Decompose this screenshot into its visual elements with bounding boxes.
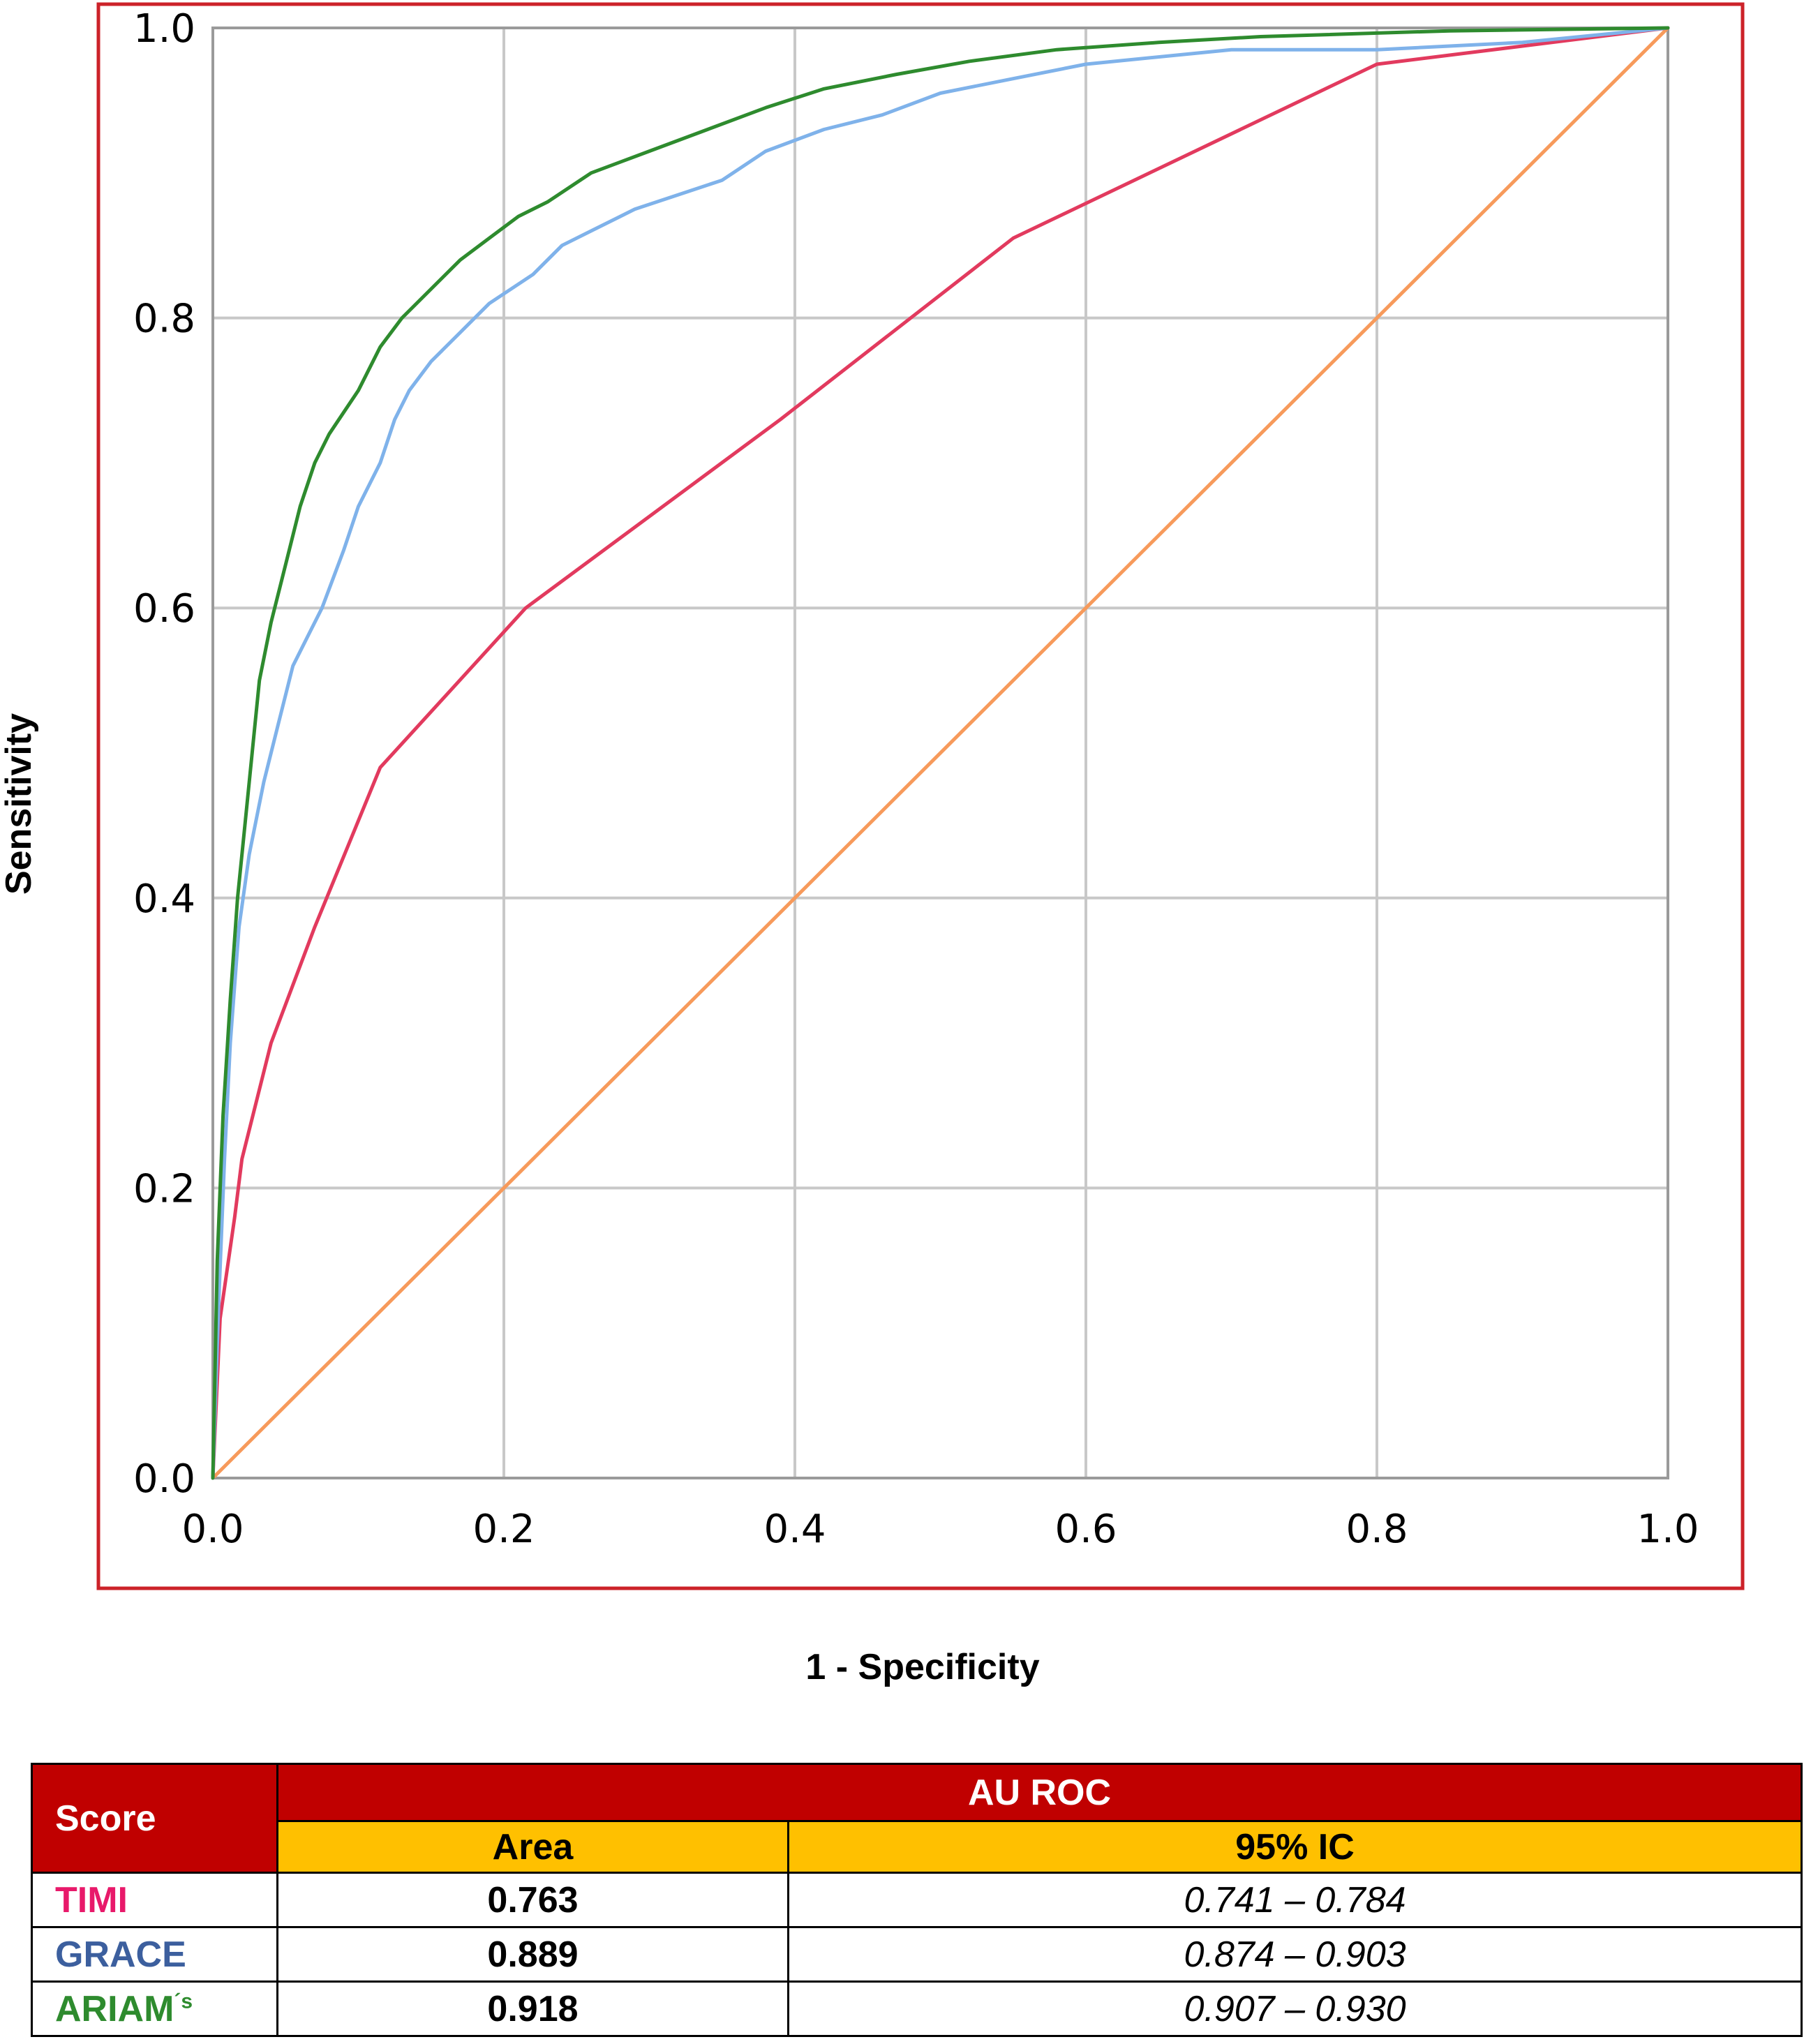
table-subheader-row: Area 95% IC: [32, 1820, 1803, 1874]
score-label: TIMI: [55, 1879, 128, 1920]
y-tick-label: 0.2: [133, 1166, 195, 1211]
ci-value: 0.874 – 0.903: [787, 1926, 1803, 1983]
y-tick-label: 0.4: [133, 876, 195, 922]
x-tick-label: 0.4: [763, 1507, 826, 1552]
series: [211, 26, 1670, 1480]
x-tick-label: 0.0: [181, 1507, 244, 1552]
header-score: Score: [31, 1763, 278, 1874]
series-line-ariam: [211, 26, 1670, 1480]
y-axis-ticks: 0.0 0.2 0.4 0.6 0.8 1.0: [133, 6, 195, 1502]
plot-area-border: [211, 27, 1669, 1479]
series-line-timi: [211, 26, 1670, 1480]
y-axis-title: Sensitivity: [0, 713, 39, 895]
x-tick-label: 0.2: [472, 1507, 535, 1552]
table-row: ARIAM´s 0.918 0.907 – 0.930: [31, 1980, 1803, 2037]
table-row: GRACE 0.889 0.874 – 0.903: [31, 1926, 1803, 1983]
y-tick-label: 0.6: [133, 586, 195, 632]
table-row: TIMI 0.763 0.741 – 0.784: [31, 1872, 1803, 1928]
score-superscript: ´s: [174, 1990, 193, 2013]
ci-value: 0.741 – 0.784: [787, 1872, 1803, 1928]
score-label: GRACE: [55, 1934, 186, 1975]
x-tick-label: 1.0: [1637, 1507, 1699, 1552]
ci-value: 0.907 – 0.930: [787, 1980, 1803, 2037]
x-axis-title: 1 - Specificity: [805, 1647, 1039, 1687]
y-tick-label: 1.0: [133, 6, 195, 52]
series-line-grace: [211, 26, 1670, 1480]
score-name: GRACE: [31, 1926, 278, 1983]
score-label: ARIAM: [55, 1988, 174, 2029]
score-name: ARIAM´s: [31, 1980, 278, 2037]
x-tick-label: 0.6: [1054, 1507, 1117, 1552]
score-name: TIMI: [31, 1872, 278, 1928]
area-value: 0.763: [276, 1872, 789, 1928]
x-axis-ticks: 0.0 0.2 0.4 0.6 0.8 1.0: [181, 1507, 1699, 1552]
chart-frame: [96, 2, 1745, 1590]
area-value: 0.918: [276, 1980, 789, 2037]
y-tick-label: 0.0: [133, 1456, 195, 1502]
table-body: TIMI 0.763 0.741 – 0.784 GRACE 0.889 0.874 – …: [31, 1872, 1803, 2037]
roc-chart: 0.0 0.2 0.4 0.6 0.8 1.0 0.0 0.2 0.4 0.6 0.8 1.0 1 …: [0, 2, 1745, 1687]
series-line-reference: [211, 26, 1670, 1480]
area-value: 0.889: [276, 1926, 789, 1983]
auc-table: Score AU ROC Area 95% IC TIMI 0.763 0.741 …: [31, 1763, 1803, 2037]
header-au-roc: AU ROC: [276, 1763, 1803, 1822]
table-header-row: Score AU ROC: [31, 1763, 1803, 1874]
header-area: Area: [276, 1820, 789, 1874]
x-tick-label: 0.8: [1345, 1507, 1408, 1552]
y-tick-label: 0.8: [133, 297, 195, 342]
header-ci: 95% IC: [787, 1820, 1803, 1874]
